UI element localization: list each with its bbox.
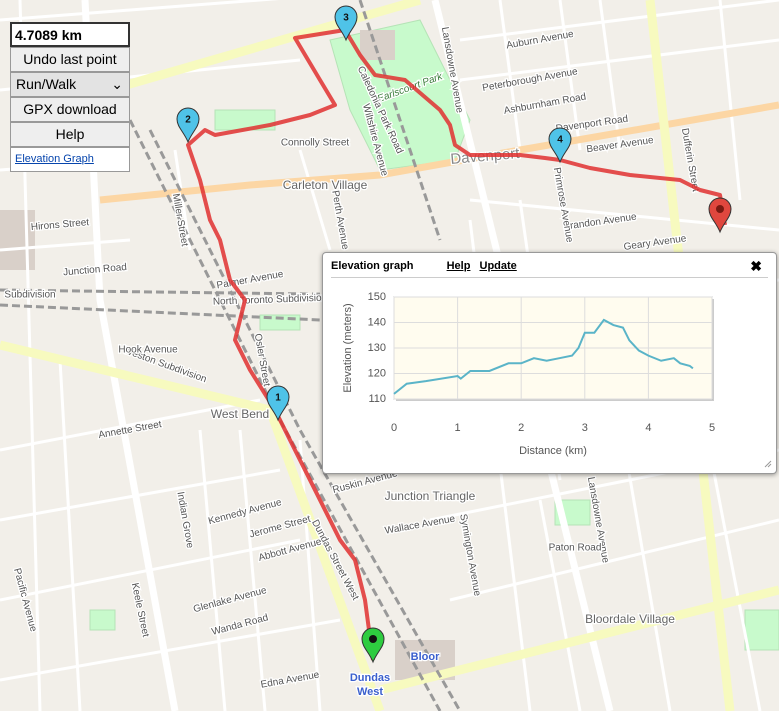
y-tick-label: 110: [368, 393, 386, 405]
x-tick-label: 3: [582, 422, 588, 434]
y-tick-label: 130: [368, 342, 386, 354]
popup-title: Elevation graph: [331, 260, 414, 272]
y-tick-label: 120: [368, 367, 386, 379]
waypoint-marker: [176, 107, 200, 144]
help-button[interactable]: Help: [10, 122, 130, 147]
map-label: Bloordale Village: [585, 612, 675, 626]
x-tick-label: 4: [645, 422, 651, 434]
map-label: Paton Road: [549, 543, 602, 554]
marker-number: 1: [275, 393, 281, 404]
map-label: Symington Avenue: [457, 513, 482, 597]
update-link[interactable]: Update: [479, 260, 517, 272]
markers: 1 2 3 4: [176, 5, 732, 664]
map-label: Brandon Avenue: [563, 211, 638, 232]
y-tick-label: 140: [368, 316, 386, 328]
x-tick-label: 0: [391, 422, 397, 434]
map-label: Edna Avenue: [260, 669, 321, 690]
dropdown-arrow: ⌄: [111, 76, 123, 92]
map-label: Junction Road: [63, 262, 128, 279]
map-label: Indian Grove: [174, 491, 195, 550]
map-label: Annette Street: [98, 419, 163, 441]
map-label: Keele Street: [129, 582, 151, 638]
waypoint-marker: [548, 127, 572, 164]
map-label: Hook Avenue: [118, 345, 178, 356]
map-label: Bloor: [411, 651, 440, 663]
map-label: North Toronto Subdivision: [213, 293, 328, 308]
help-link[interactable]: Help: [446, 260, 471, 272]
close-button[interactable]: ✖: [750, 258, 762, 274]
map-label: Subdivision: [4, 290, 55, 301]
map-label: Primrose Avenue: [551, 167, 575, 244]
x-axis-label: Distance (km): [519, 445, 587, 457]
x-tick-label: 1: [455, 422, 461, 434]
end-marker: [708, 197, 732, 234]
map-label: Perth Avenue: [329, 190, 350, 251]
map-label: Dundas: [350, 672, 390, 684]
mode-select[interactable]: Run/Walk ⌄: [10, 72, 130, 97]
marker-number: 4: [557, 135, 563, 146]
waypoint-marker: [266, 385, 290, 422]
elevation-chart: 110 120 130 140 150 0 1 2 3 4 5 Distance (km) Elevat…: [342, 291, 772, 468]
map-label: West Bend: [211, 407, 269, 421]
gpx-button[interactable]: GPX download: [10, 97, 130, 122]
marker-dot: [369, 635, 377, 643]
x-tick-label: 2: [518, 422, 524, 434]
distance: 4.7089 km: [10, 22, 130, 47]
popup-header: Elevation graph Help Update ✖: [331, 257, 768, 278]
y-tick-label: 150: [368, 291, 386, 303]
map-label: Hirons Street: [30, 217, 89, 233]
elevation-link[interactable]: Elevation Graph: [10, 147, 130, 172]
marker-number: 3: [343, 13, 349, 24]
map-label: Junction Triangle: [385, 489, 476, 503]
undo-button[interactable]: Undo last point: [10, 47, 130, 72]
map-label: Carleton Village: [283, 178, 368, 192]
elevation-popup: Elevation graph Help Update ✖ 110 120 130 1…: [322, 252, 777, 474]
x-tick-label: 5: [709, 422, 715, 434]
map-label: Pacific Avenue: [11, 567, 39, 633]
marker-number: 2: [185, 115, 191, 126]
waypoint-marker: [334, 5, 358, 42]
map-label: Wallace Avenue: [384, 513, 456, 536]
map-label: West: [357, 686, 383, 698]
elevation-line: [393, 318, 694, 395]
controls: 4.7089 km Undo last point Run/Walk ⌄ GPX …: [10, 22, 130, 172]
mode-text: Run/Walk: [16, 76, 77, 92]
map-label: Connolly Street: [281, 138, 350, 149]
start-marker: [361, 627, 385, 664]
map-label: Jerome Street: [248, 514, 312, 541]
y-axis-label: Elevation (meters): [342, 303, 354, 392]
resize-handle: [764, 460, 772, 468]
marker-dot: [716, 205, 724, 213]
